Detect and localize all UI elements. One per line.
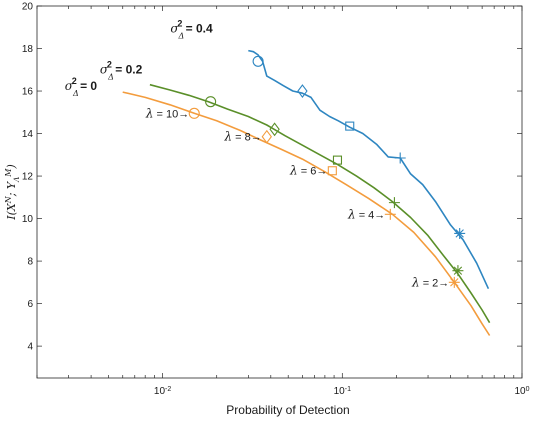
marker-circle (188, 107, 200, 119)
marker-diamond (261, 129, 272, 144)
lambda-annotation: λ = 6→ (289, 164, 327, 178)
y-tick-label: 14 (22, 129, 34, 140)
lambda-annotation: λ = 8→ (224, 130, 262, 144)
y-tick-label: 8 (27, 257, 33, 268)
marker-square (345, 121, 355, 131)
x-axis-label: Probability of Detection (226, 403, 349, 417)
marker-circle (205, 96, 217, 108)
x-tick-label: 10-1 (334, 386, 351, 398)
x-tick-label: 10-2 (154, 386, 171, 398)
marker-asterisk (448, 276, 460, 288)
marker-asterisk (454, 227, 466, 239)
marker-diamond (297, 84, 308, 98)
marker-plus (388, 197, 400, 209)
y-tick-label: 10 (22, 214, 34, 225)
marker-plus (394, 152, 406, 164)
series-line (248, 49, 490, 290)
y-tick-label: 18 (22, 44, 34, 55)
y-tick-label: 20 (22, 2, 34, 13)
y-tick-label: 16 (22, 87, 34, 98)
marker-plus (384, 208, 396, 220)
lambda-annotation: λ = 4→ (347, 207, 385, 221)
plot-frame (36, 5, 523, 379)
marker-square (332, 155, 343, 165)
y-tick-label: 6 (27, 299, 33, 310)
y-tick-label: 4 (27, 342, 33, 353)
x-tick-label: 100 (514, 386, 529, 398)
marker-asterisk (452, 265, 464, 277)
marker-square (327, 166, 337, 176)
y-tick-label: 12 (22, 172, 34, 183)
lambda-annotation: λ = 2→ (411, 275, 449, 289)
plot-area (37, 6, 522, 378)
marker-diamond (269, 122, 280, 137)
lambda-annotation: λ = 10→ (145, 106, 189, 120)
series-label: σΔ2 = 0.2 (100, 60, 143, 82)
series-label: σΔ2 = 0 (65, 76, 98, 98)
marker-circle (252, 55, 264, 67)
y-axis-label: I(XN; YΛM) (4, 164, 22, 221)
series-label: σΔ2 = 0.4 (170, 19, 213, 41)
